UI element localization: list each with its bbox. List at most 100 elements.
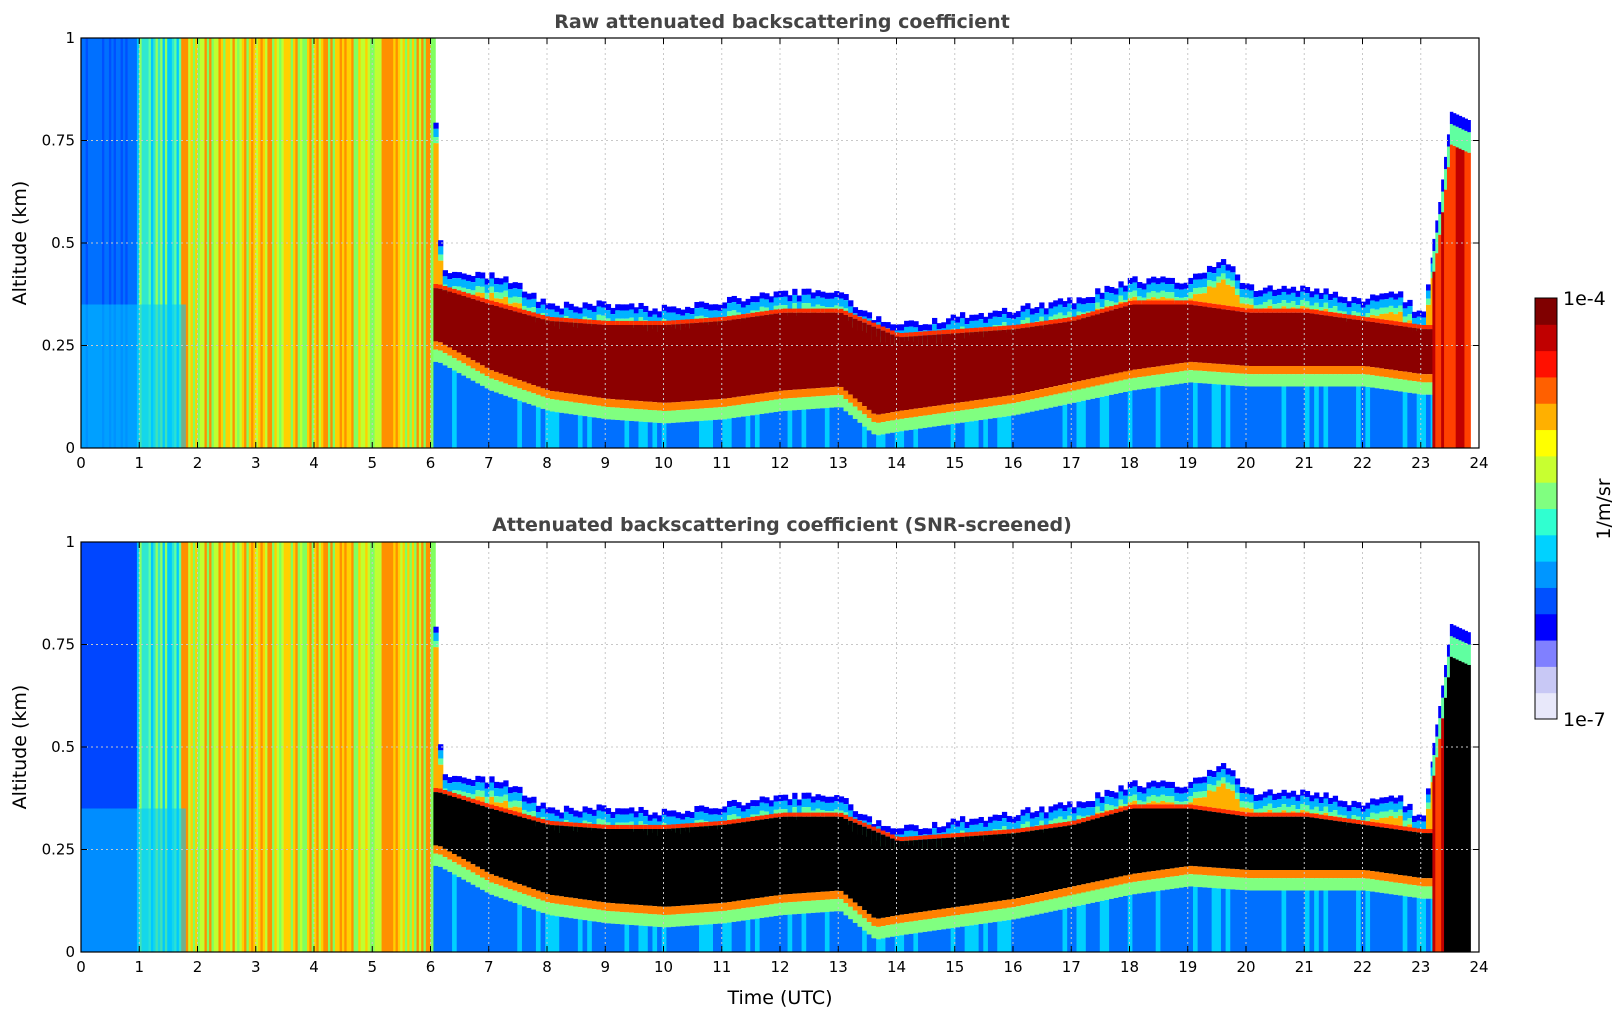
data-cell [1109,293,1115,302]
data-cell [834,801,840,810]
data-cell [754,296,761,303]
data-cell [838,796,845,803]
data-cell [1332,820,1339,870]
data-cell [521,893,528,907]
data-cell [759,413,765,448]
data-cell [582,395,588,404]
data-cell [904,410,910,419]
data-cell [554,412,560,448]
data-cell [442,790,448,795]
data-column [218,542,222,952]
data-cell [438,246,444,255]
data-cell [1425,284,1432,291]
data-cell [731,806,737,815]
data-cell [1160,877,1166,891]
data-cell [1206,363,1213,372]
data-cell [1300,795,1306,804]
colorbar-unit-label: 1/m/sr [1593,478,1615,539]
data-cell [1174,288,1180,298]
data-cell [1342,890,1348,952]
data-cell [1057,385,1064,394]
data-cell [950,837,956,908]
data-cell [866,418,873,431]
data-cell [498,298,504,304]
data-cell [1438,718,1442,739]
data-cell [1011,403,1017,416]
data-cell [1234,869,1241,878]
data-cell [577,307,584,314]
data-cell [1025,392,1031,401]
data-cell [1234,792,1241,799]
data-cell [563,896,570,906]
data-cell [768,302,775,311]
data-cell [1165,788,1171,797]
data-cell [1346,318,1353,366]
data-column [209,38,213,448]
data-cell [1029,895,1036,904]
data-cell [1421,878,1427,887]
data-cell [1304,812,1311,817]
data-cell [736,404,742,418]
data-column [92,38,96,448]
data-cell [1001,920,1008,952]
data-cell [466,280,472,290]
data-cell [736,908,742,922]
data-cell [596,314,602,321]
colorbar-step [1535,455,1557,483]
data-cell [1192,777,1199,784]
data-cell [782,902,789,915]
data-column [108,542,112,952]
data-cell [661,829,668,907]
data-cell [820,395,826,409]
data-cell [1169,796,1175,803]
data-cell [633,811,640,818]
data-cell [731,315,737,320]
data-cell [489,782,495,791]
data-cell [689,827,695,906]
data-cell [969,824,975,834]
data-cell [1464,151,1468,448]
data-cell [1174,282,1180,289]
data-cell [838,395,845,408]
data-cell [1304,307,1311,309]
data-cell [461,375,467,448]
data-cell [671,422,677,448]
data-cell [1253,801,1259,810]
data-cell [1388,873,1394,882]
data-column [307,38,310,448]
data-cell [726,910,733,923]
data-cell [843,915,849,952]
data-cell [792,901,798,915]
data-cell [782,312,789,391]
data-cell [1206,280,1213,287]
data-cell [1351,303,1357,312]
x-tick-label: 9 [600,454,610,472]
data-cell [1085,303,1092,312]
data-cell [1216,308,1222,364]
data-cell [703,408,709,421]
data-cell [997,417,1003,448]
data-cell [787,312,793,391]
data-cell [927,427,933,448]
data-cell [433,647,439,788]
data-cell [736,822,742,901]
data-cell [699,318,705,323]
data-cell [587,807,593,814]
data-cell [1118,785,1124,792]
data-cell [778,894,784,904]
data-cell [1328,300,1334,309]
data-cell [978,319,984,328]
data-cell [1099,396,1106,448]
data-cell [1109,382,1115,395]
data-cell [1062,888,1068,897]
data-cell [1318,366,1325,375]
data-cell [452,293,458,351]
data-cell [1165,802,1171,805]
data-cell [1384,803,1390,812]
data-cell [643,320,649,325]
data-cell [596,818,602,825]
data-cell [671,320,677,325]
data-cell [1360,374,1367,387]
data-cell [1025,317,1031,324]
data-cell [1137,786,1143,793]
